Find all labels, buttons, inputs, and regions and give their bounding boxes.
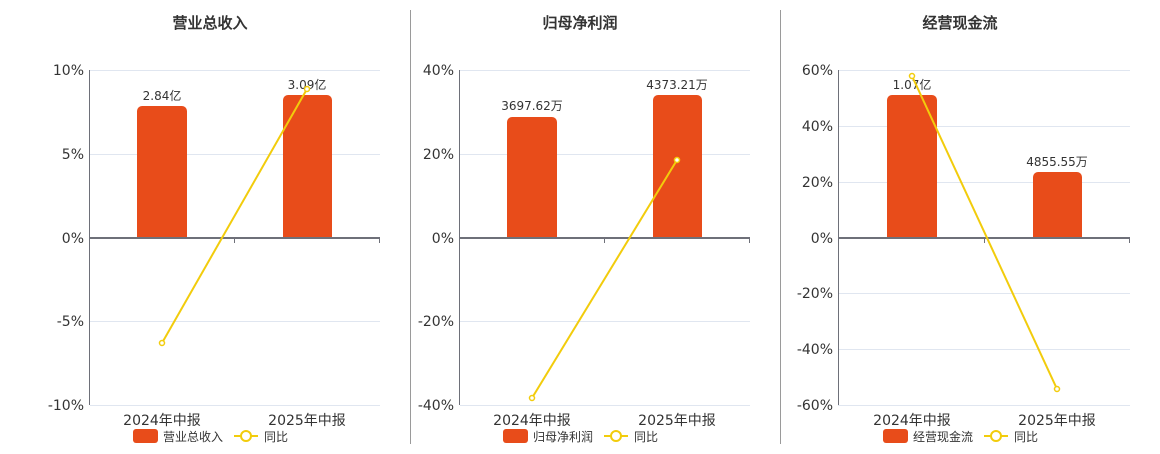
yoy-line [911, 75, 1058, 390]
legend-bar-label[interactable]: 经营现金流 [913, 429, 973, 444]
legend-bar-swatch [883, 429, 908, 443]
y-tick: -60% [797, 398, 833, 414]
bar-2024[interactable] [507, 117, 557, 238]
yoy-point[interactable] [158, 339, 166, 347]
y-tick: 10% [53, 63, 84, 79]
y-axis-labels: 10% 5% 0% -5% -10% [48, 63, 84, 414]
bar-label: 3697.62万 [501, 99, 563, 113]
y-tick: 20% [423, 147, 454, 163]
y-tick: -5% [57, 314, 84, 330]
y-tick: 0% [62, 231, 84, 247]
legend-line-icon [610, 430, 622, 442]
panel-divider [410, 10, 411, 444]
bar-label: 3.09亿 [288, 77, 327, 92]
legend-line-label[interactable]: 同比 [634, 430, 658, 444]
yoy-line [161, 88, 308, 344]
legend[interactable]: 营业总收入 同比 [133, 429, 288, 444]
legend-line-icon [240, 430, 252, 442]
legend-bar-label[interactable]: 营业总收入 [163, 430, 223, 444]
y-tick: -40% [797, 342, 833, 358]
x-tick: 2024年中报 [873, 413, 951, 429]
y-tick: -40% [418, 398, 454, 414]
yoy-point[interactable] [1053, 385, 1061, 393]
y-tick: -10% [48, 398, 84, 414]
chart-panel-net-profit: 归母净利润 40% 20% 0% -20% -40% 3697.62万 4373… [418, 14, 750, 444]
x-tick: 2025年中报 [268, 413, 346, 429]
chart-panel-revenue: 营业总收入 10% 5% 0% -5% -10% 2.84亿 3.09亿 [0, 0, 410, 450]
yoy-point[interactable] [303, 85, 311, 93]
legend-line-label[interactable]: 同比 [264, 430, 288, 444]
chart-revenue: 营业总收入 10% 5% 0% -5% -10% 2.84亿 3.09亿 [48, 14, 380, 444]
bar-2025[interactable] [283, 95, 332, 238]
chart-net-profit: 归母净利润 40% 20% 0% -20% -40% 3697.62万 4373… [418, 14, 750, 444]
bar-2024[interactable] [137, 106, 187, 238]
bar-2024[interactable] [887, 95, 937, 238]
grid-lines [838, 70, 1130, 406]
y-axis-labels: 60% 40% 20% 0% -20% -40% -60% [797, 63, 833, 414]
chart-title: 归母净利润 [542, 14, 617, 32]
yoy-point[interactable] [528, 394, 536, 402]
bar-label: 4373.21万 [646, 78, 708, 92]
chart-title: 营业总收入 [172, 14, 247, 32]
panel-divider [780, 10, 781, 444]
legend[interactable]: 经营现金流 同比 [883, 429, 1038, 444]
legend-line-label[interactable]: 同比 [1014, 430, 1038, 444]
bar-label: 1.07亿 [893, 77, 932, 92]
y-tick: 0% [432, 231, 454, 247]
y-tick: 40% [423, 63, 454, 79]
y-tick: 0% [811, 231, 833, 247]
x-tick: 2025年中报 [1018, 413, 1096, 429]
bar-label: 4855.55万 [1026, 155, 1088, 169]
legend-bar-swatch [133, 429, 158, 443]
legend[interactable]: 归母净利润 同比 [503, 429, 658, 444]
x-tick: 2025年中报 [638, 413, 716, 429]
yoy-point[interactable] [908, 72, 916, 80]
legend-bar-label[interactable]: 归母净利润 [533, 430, 593, 444]
bar-2025[interactable] [653, 95, 702, 238]
bar-label: 2.84亿 [143, 88, 182, 103]
grid-lines [90, 70, 380, 406]
y-tick: 20% [802, 175, 833, 191]
y-tick: 5% [62, 147, 84, 163]
y-tick: 40% [802, 119, 833, 135]
legend-line-icon [990, 430, 1002, 442]
y-tick: 60% [802, 63, 833, 79]
yoy-line [531, 159, 678, 399]
x-tick: 2024年中报 [123, 413, 201, 429]
bar-2025[interactable] [1033, 172, 1082, 238]
legend-bar-swatch [503, 429, 528, 443]
y-tick: -20% [797, 286, 833, 302]
yoy-point[interactable] [673, 156, 681, 164]
y-tick: -20% [418, 314, 454, 330]
chart-title: 经营现金流 [922, 14, 997, 32]
y-axis-labels: 40% 20% 0% -20% -40% [418, 63, 454, 414]
x-tick: 2024年中报 [493, 413, 571, 429]
